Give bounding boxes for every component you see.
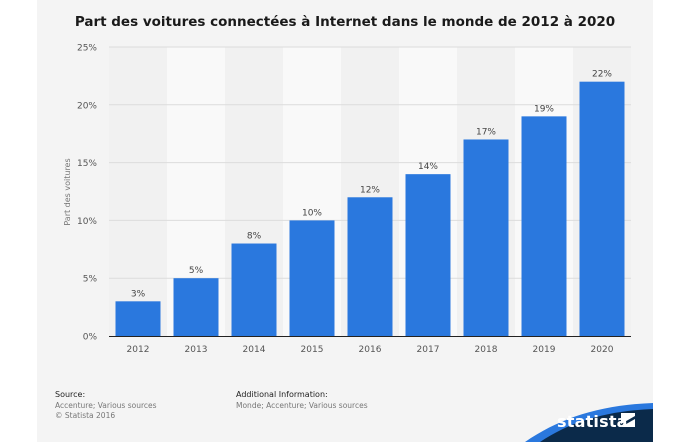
- x-tick-label: 2012: [127, 345, 150, 355]
- x-tick-label: 2020: [591, 345, 614, 355]
- x-tick-label: 2016: [359, 345, 382, 355]
- chart-title: Part des voitures connectées à Internet …: [74, 14, 616, 30]
- bars: [115, 81, 625, 337]
- x-tick-label: 2015: [301, 345, 324, 355]
- x-tick-label: 2013: [185, 345, 208, 355]
- y-tick-label: 0%: [83, 333, 98, 343]
- value-label: 19%: [534, 104, 554, 114]
- x-tick-label: 2017: [417, 345, 440, 355]
- value-label: 5%: [189, 266, 204, 276]
- bar: [173, 278, 219, 336]
- value-labels: 3% 5% 8% 10% 12% 14% 17% 19% 22%: [131, 70, 613, 300]
- bar: [231, 243, 277, 336]
- value-label: 22%: [592, 70, 612, 80]
- statista-brand-text: statista: [557, 412, 628, 431]
- copyright: © Statista 2016: [55, 411, 116, 420]
- value-label: 12%: [360, 185, 380, 195]
- bar: [521, 116, 567, 336]
- bar: [115, 301, 161, 336]
- bar: [579, 81, 625, 337]
- info-heading: Additional Information:: [236, 390, 328, 399]
- bar: [347, 197, 393, 336]
- bar: [463, 139, 509, 336]
- y-tick-label: 20%: [77, 101, 97, 111]
- statista-logo-icon: [621, 413, 635, 427]
- value-label: 14%: [418, 162, 438, 172]
- info-text: Monde; Accenture; Various sources: [236, 400, 368, 410]
- y-tick-label: 15%: [77, 159, 97, 169]
- y-tick-label: 5%: [83, 275, 98, 285]
- x-tick-label: 2018: [475, 345, 498, 355]
- source-block: Source: Accenture; Various sources © Sta…: [55, 390, 157, 422]
- column-band: [109, 47, 167, 336]
- value-label: 10%: [302, 208, 322, 218]
- source-heading: Source:: [55, 390, 86, 399]
- value-label: 17%: [476, 127, 496, 137]
- x-tick-label: 2019: [533, 345, 556, 355]
- bar: [405, 174, 451, 336]
- x-tick-label: 2014: [243, 345, 266, 355]
- y-tick-label: 10%: [77, 217, 97, 227]
- source-text: Accenture; Various sources: [55, 400, 157, 410]
- y-axis-label: Part des voitures: [63, 158, 72, 225]
- value-label: 8%: [247, 232, 262, 242]
- additional-info-block: Additional Information: Monde; Accenture…: [236, 390, 368, 411]
- y-tick-label: 25%: [77, 44, 97, 54]
- x-tick-labels: 2012 2013 2014 2015 2016 2017 2018 2019 2020: [127, 345, 614, 355]
- value-label: 3%: [131, 289, 146, 299]
- y-tick-labels: 0% 5% 10% 15% 20% 25%: [77, 44, 97, 343]
- bar: [289, 220, 335, 336]
